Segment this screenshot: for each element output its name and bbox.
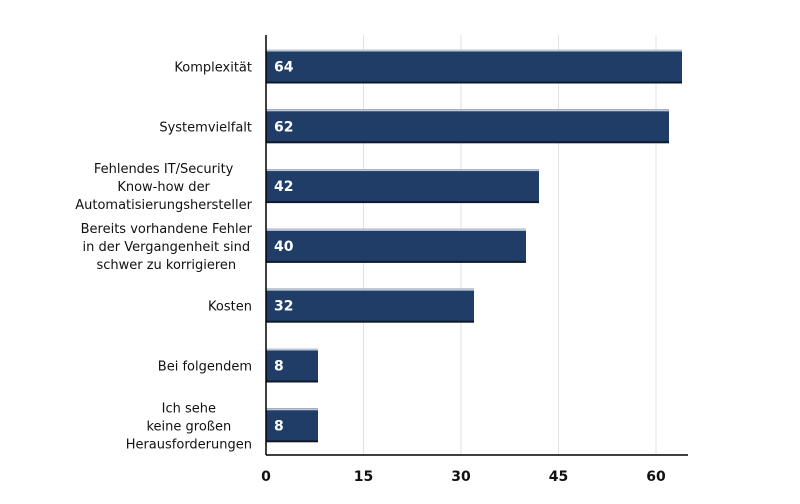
category-label-line: schwer zu korrigieren (96, 258, 236, 273)
bar-highlight (266, 228, 526, 231)
x-tick-label: 60 (646, 469, 666, 485)
bar (266, 408, 318, 441)
bar-highlight (266, 408, 318, 411)
bar-highlight (266, 288, 474, 291)
data-label: 8 (274, 359, 284, 375)
category-label-line: Ich sehe (162, 401, 216, 416)
category-label-line: Herausforderungen (126, 437, 252, 452)
x-tick-label: 30 (451, 469, 471, 485)
data-label: 32 (274, 299, 293, 315)
bar (266, 288, 474, 321)
data-label: 64 (274, 60, 294, 76)
category-label-line: Bei folgendem (158, 360, 252, 375)
category-label: Bereits vorhandene Fehler in der Vergange… (81, 222, 253, 273)
x-tick-label: 45 (549, 469, 568, 485)
category-label-line: Kosten (208, 300, 252, 315)
category-label: Systemvielfalt (159, 120, 252, 135)
x-tick-label: 0 (261, 469, 271, 485)
x-tick-label: 15 (354, 469, 373, 485)
bar (266, 109, 669, 142)
bar-highlight (266, 348, 318, 351)
category-label: Bei folgendem (158, 360, 252, 375)
category-label: Ich sehe keine großen Herausforderungen (126, 401, 252, 452)
bar (266, 49, 682, 82)
category-label-line: Systemvielfalt (159, 120, 252, 135)
category-label-line: Bereits vorhandene Fehler (81, 222, 253, 237)
category-label: Kosten (208, 300, 252, 315)
category-label-line: keine großen (146, 419, 231, 434)
category-label-line: Automatisierungshersteller (75, 198, 252, 213)
bar-highlight (266, 109, 669, 112)
data-label: 42 (274, 179, 293, 195)
bar-highlight (266, 49, 682, 52)
category-label-line: Fehlendes IT/Security (94, 162, 234, 177)
category-label-line: Komplexität (174, 61, 252, 76)
bar (266, 348, 318, 381)
bar-highlight (266, 169, 539, 172)
bar (266, 228, 526, 261)
data-label: 40 (274, 239, 294, 255)
category-label: Fehlendes IT/Security Know-how der Automat… (75, 162, 252, 213)
category-label-line: Know-how der (117, 180, 210, 195)
data-label: 62 (274, 119, 293, 135)
category-label: Komplexität (174, 61, 252, 76)
category-label-line: in der Vergangenheit sind (83, 240, 251, 255)
data-label: 8 (274, 418, 284, 434)
bar (266, 169, 539, 202)
